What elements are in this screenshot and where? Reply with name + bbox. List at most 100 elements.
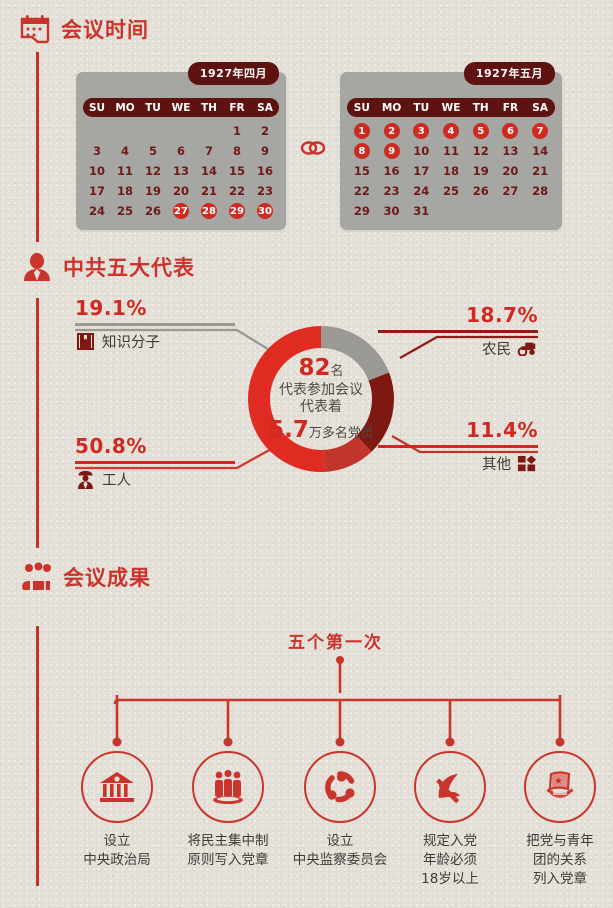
outcome-icon-circle	[304, 751, 376, 823]
calendar-day[interactable]: 14	[200, 164, 217, 178]
weekday-th: TH	[472, 101, 489, 114]
calendar-day[interactable]: 13	[172, 164, 189, 178]
calendar-day[interactable]: 16	[383, 164, 400, 178]
calendar-day[interactable]: 3	[92, 144, 101, 158]
donut-segment-知识分子[interactable]	[321, 326, 390, 381]
calendar-day[interactable]: 11	[442, 144, 459, 158]
calendar-day[interactable]: 22	[353, 184, 370, 198]
calendar-day[interactable]: 17	[413, 164, 430, 178]
weekday-tu: TU	[145, 101, 161, 114]
calendar-day[interactable]: 13	[502, 144, 519, 158]
calendar-day[interactable]: 8	[232, 144, 241, 158]
donut-segment-其他[interactable]	[323, 435, 372, 472]
weekday-su: SU	[88, 101, 106, 114]
calendar-day-highlighted[interactable]: 30	[251, 201, 279, 221]
outcome-label: 将民主集中制 原则写入党章	[187, 833, 269, 869]
calendar-day[interactable]: 25	[116, 204, 133, 218]
donut-svg	[247, 326, 394, 472]
legend-row: 其他	[378, 453, 538, 474]
outcomes-title: 五个第一次	[288, 633, 383, 653]
government-building-icon	[96, 766, 138, 808]
calendar-weekday-header: SU MO TU WE TH FR SA	[347, 98, 555, 117]
calendar-day[interactable]: 28	[532, 184, 549, 198]
calendar-day[interactable]: 15	[228, 164, 245, 178]
donut-segment-农民[interactable]	[356, 372, 394, 452]
calendar-day[interactable]: 6	[176, 144, 185, 158]
calendar-day-highlighted[interactable]: 5	[466, 121, 496, 141]
outcome-node-3[interactable]: 设立 中央监察委员会	[284, 751, 396, 870]
calendar-day[interactable]: 24	[413, 184, 430, 198]
worker-icon	[75, 470, 96, 489]
outcome-icon-circle	[192, 751, 264, 823]
calendar-day[interactable]: 2	[260, 124, 269, 138]
calendar-day[interactable]: 17	[88, 184, 105, 198]
calendar-day-grid: 1 2 3 4 5 6 7 8 9 10 11 12 13 14 15 16 17 18 19 20 21 22 23 24 2…	[83, 121, 279, 221]
legend-percent: 18.7%	[466, 303, 538, 327]
outcome-node-4[interactable]: 规定入党 年龄必须 18岁以上	[394, 751, 506, 889]
calendar-day[interactable]: 25	[442, 184, 459, 198]
calendar-day[interactable]: 21	[200, 184, 217, 198]
calendar-day[interactable]: 29	[353, 204, 370, 218]
calendar-day[interactable]: 5	[148, 144, 157, 158]
weekday-we: WE	[171, 101, 191, 114]
calendar-day[interactable]: 9	[260, 144, 269, 158]
calendar-day[interactable]: 26	[144, 204, 161, 218]
calendar-day-highlighted[interactable]: 6	[496, 121, 526, 141]
calendar-day[interactable]: 30	[383, 204, 400, 218]
calendar-day[interactable]: 24	[88, 204, 105, 218]
calendar-day[interactable]: 12	[144, 164, 161, 178]
weekday-sa: SA	[532, 101, 548, 114]
calendar-day-highlighted[interactable]: 9	[377, 141, 407, 161]
calendar-day-highlighted[interactable]: 27	[167, 201, 195, 221]
calendar-day[interactable]: 20	[502, 164, 519, 178]
calendar-day[interactable]: 1	[232, 124, 241, 138]
calendar-day[interactable]: 14	[532, 144, 549, 158]
outcome-node-2[interactable]: 将民主集中制 原则写入党章	[172, 751, 284, 870]
calendar-day[interactable]: 26	[472, 184, 489, 198]
outcome-node-5[interactable]: 把党与青年 团的关系 列入党章	[504, 751, 613, 889]
calendar-day[interactable]: 27	[502, 184, 519, 198]
outcome-node-1[interactable]: 设立 中央政治局	[61, 751, 173, 870]
group-icon	[20, 560, 54, 594]
calendar-day-highlighted[interactable]: 1	[347, 121, 377, 141]
calendar-day-highlighted[interactable]: 28	[195, 201, 223, 221]
calendar-day[interactable]: 22	[228, 184, 245, 198]
legend-rule	[75, 323, 235, 326]
calendar-day-highlighted[interactable]: 7	[525, 121, 555, 141]
calendar-day[interactable]: 18	[442, 164, 459, 178]
calendar-day[interactable]: 18	[116, 184, 133, 198]
calendar-day[interactable]: 19	[144, 184, 161, 198]
calendar-day[interactable]: 23	[383, 184, 400, 198]
calendar-icon	[18, 12, 52, 46]
calendar-day[interactable]: 12	[472, 144, 489, 158]
legend-label: 其他	[482, 456, 511, 473]
calendar-day[interactable]: 19	[472, 164, 489, 178]
calendar-day[interactable]: 21	[532, 164, 549, 178]
calendar-day-highlighted[interactable]: 2	[377, 121, 407, 141]
donut-segment-工人[interactable]	[247, 326, 325, 472]
calendar-day-highlighted[interactable]: 8	[347, 141, 377, 161]
calendar-day[interactable]: 20	[172, 184, 189, 198]
calendar-day[interactable]: 4	[120, 144, 129, 158]
calendar-day[interactable]: 31	[413, 204, 430, 218]
blocks-icon	[517, 454, 538, 473]
calendar-day-grid: 1 2 3 4 5 6 7 8 9 10 11 12 13 14 15 16 17 18 19 20 21 22 23 24 2…	[347, 121, 555, 221]
calendar-day[interactable]: 15	[353, 164, 370, 178]
calendar-day-highlighted[interactable]: 3	[406, 121, 436, 141]
supervision-cycle-icon	[319, 766, 361, 808]
legend-percent: 50.8%	[75, 434, 147, 458]
calendar-day[interactable]: 23	[256, 184, 273, 198]
legend-others: 11.4% 其他	[378, 420, 538, 474]
calendar-day[interactable]: 10	[413, 144, 430, 158]
calendar-day[interactable]: 11	[116, 164, 133, 178]
calendar-day[interactable]: 7	[204, 144, 213, 158]
calendar-day[interactable]: 10	[88, 164, 105, 178]
calendar-day-highlighted[interactable]: 4	[436, 121, 466, 141]
calendar-day-highlighted[interactable]: 29	[223, 201, 251, 221]
section-title: 中共五大代表	[63, 256, 195, 280]
weekday-fr: FR	[229, 101, 245, 114]
calendar-day[interactable]: 16	[256, 164, 273, 178]
weekday-mo: MO	[115, 101, 135, 114]
weekday-we: WE	[441, 101, 461, 114]
outcome-label: 设立 中央政治局	[83, 833, 151, 869]
